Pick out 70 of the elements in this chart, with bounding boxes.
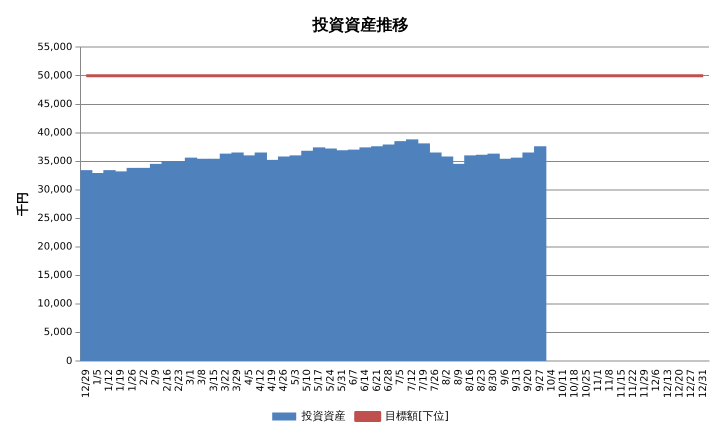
x-tick-label: 1/26 [127, 369, 138, 392]
x-tick-label: 8/16 [464, 369, 476, 392]
x-tick-label: 10/18 [570, 369, 581, 398]
x-tick-label: 3/22 [220, 369, 232, 392]
y-tick-label: 45,000 [37, 98, 72, 110]
x-tick-label: 6/7 [348, 369, 360, 386]
x-tick-label: 10/4 [546, 369, 558, 392]
x-tick-label: 12/27 [686, 369, 698, 398]
x-tick-label: 5/10 [302, 369, 313, 392]
y-tick-label: 40,000 [37, 127, 72, 138]
x-tick-label: 9/27 [534, 369, 546, 392]
x-tick-label: 5/3 [290, 369, 302, 386]
x-tick-label: 8/2 [442, 369, 453, 386]
x-tick-label: 7/26 [430, 369, 442, 392]
x-tick-label: 8/9 [453, 369, 464, 386]
x-tick-label: 10/11 [558, 369, 570, 398]
y-axis-title: 千円 [15, 192, 30, 218]
x-tick-label: 7/19 [418, 369, 430, 392]
y-tick-label: 5,000 [44, 327, 72, 338]
x-tick-label: 1/19 [116, 369, 127, 392]
x-tick-label: 2/9 [150, 369, 162, 386]
x-tick-label: 3/8 [197, 369, 208, 386]
x-tick-label: 3/15 [208, 369, 220, 392]
y-tick-label: 10,000 [37, 298, 72, 310]
y-tick-label: 15,000 [37, 270, 72, 282]
y-tick-label: 25,000 [37, 213, 72, 224]
y-tick-label: 50,000 [37, 70, 72, 82]
x-tick-label: 6/28 [383, 369, 394, 392]
x-tick-label: 1/5 [92, 369, 104, 386]
x-tick-label: 6/21 [372, 369, 383, 392]
x-tick-label: 9/13 [512, 369, 523, 392]
x-tick-label: 12/6 [651, 369, 662, 392]
x-tick-label: 9/20 [523, 369, 534, 392]
x-tick-label: 3/1 [186, 369, 197, 386]
x-tick-label: 5/17 [314, 369, 325, 392]
x-tick-label: 7/12 [406, 369, 418, 392]
y-tick-label: 30,000 [37, 184, 72, 196]
x-tick-label: 8/23 [476, 369, 488, 392]
x-tick-label: 11/15 [616, 369, 628, 398]
y-tick-label: 55,000 [37, 42, 72, 53]
x-tick-label: 12/29 [80, 369, 92, 398]
x-tick-label: 10/25 [581, 369, 592, 398]
legend-label: 投資資産 [300, 409, 346, 422]
x-tick-label: 4/19 [267, 369, 278, 392]
chart-title: 投資資産推移 [312, 14, 408, 34]
legend-label: 目標額[下位] [385, 409, 449, 422]
x-tick-label: 4/12 [255, 369, 266, 392]
x-tick-label: 3/29 [232, 369, 244, 392]
y-tick-label: 20,000 [37, 242, 72, 253]
x-tick-label: 2/16 [162, 369, 174, 392]
x-tick-label: 4/26 [278, 369, 290, 392]
y-tick-label: 35,000 [37, 156, 72, 167]
x-tick-label: 5/31 [336, 369, 348, 392]
x-tick-label: 5/24 [325, 369, 336, 392]
x-tick-label: 12/13 [662, 369, 674, 398]
x-tick-label: 12/20 [674, 369, 686, 398]
x-tick-label: 2/2 [139, 369, 150, 386]
x-tick-label: 2/23 [174, 369, 185, 392]
x-tick-label: 7/5 [395, 369, 406, 386]
x-tick-label: 11/29 [640, 369, 651, 398]
x-tick-label: 4/5 [244, 369, 255, 386]
x-tick-label: 11/22 [628, 369, 639, 398]
x-tick-label: 11/8 [604, 369, 616, 392]
x-tick-label: 12/31 [698, 369, 709, 398]
x-tick-label: 11/1 [593, 369, 604, 392]
x-tick-label: 8/30 [488, 369, 500, 392]
x-tick-label: 6/14 [360, 369, 372, 392]
y-tick-label: 0 [66, 356, 72, 367]
x-tick-label: 9/6 [500, 369, 511, 386]
x-tick-label: 1/12 [104, 369, 116, 392]
